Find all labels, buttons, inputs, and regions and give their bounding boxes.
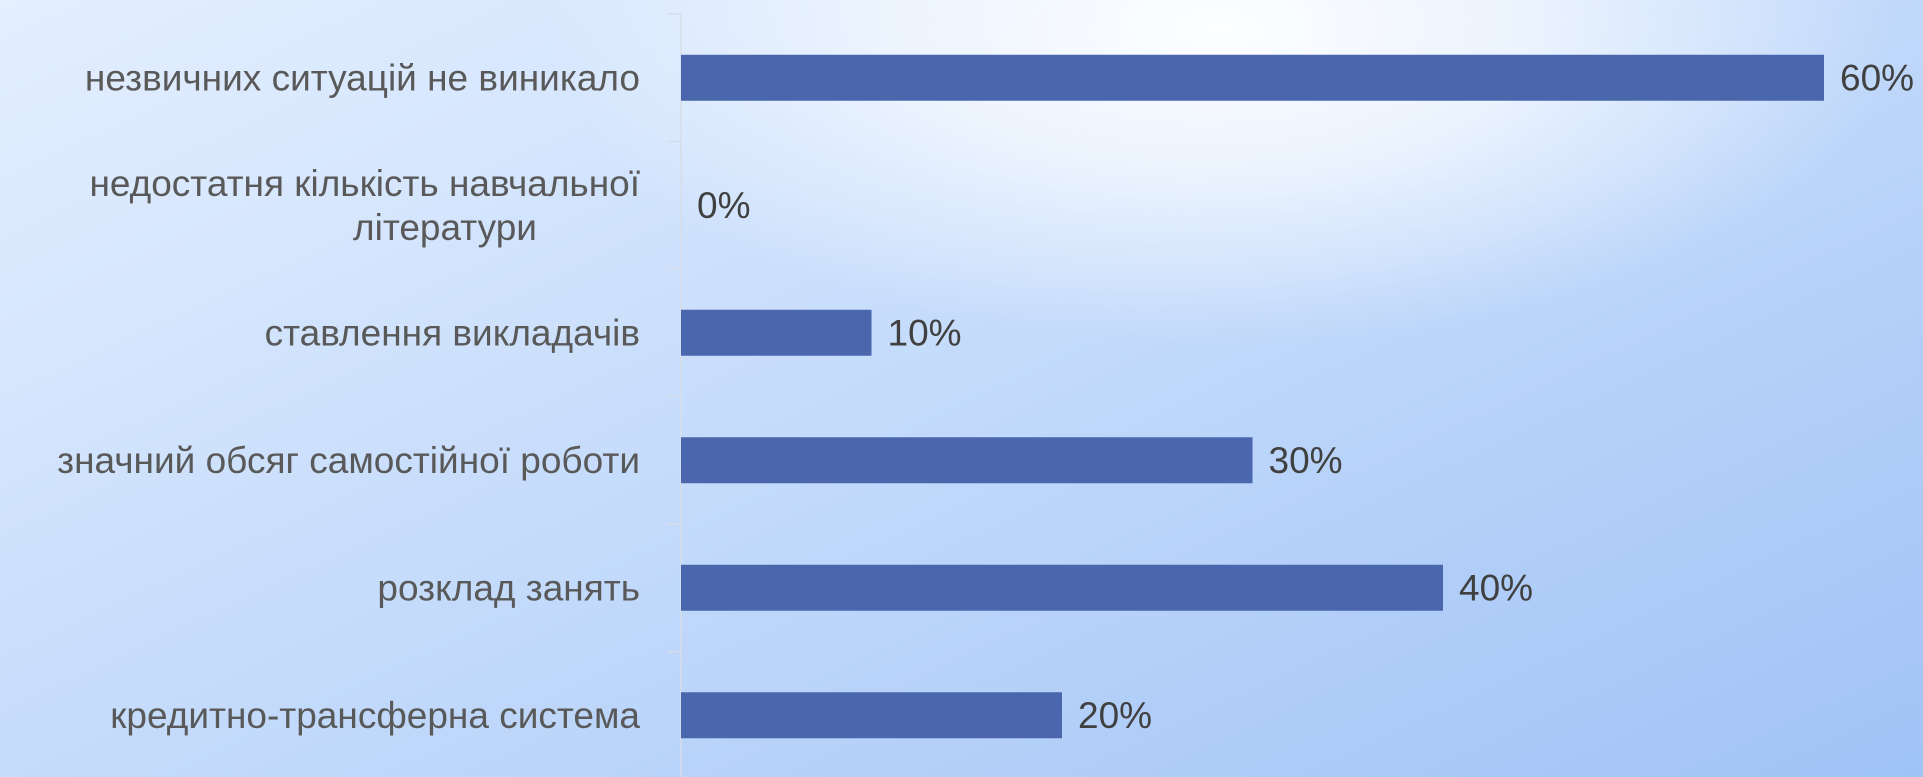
category-label: недостатня кількість навчальної літератур…: [89, 163, 640, 248]
category-label: розклад занять: [377, 567, 640, 608]
data-label: 40%: [1459, 567, 1533, 608]
bar: [681, 54, 1824, 101]
category-label: ставлення викладачів: [265, 312, 640, 353]
bar: [681, 437, 1253, 484]
category-label-line: літератури: [353, 207, 537, 248]
data-label: 30%: [1269, 440, 1343, 481]
data-label: 20%: [1078, 695, 1152, 736]
category-label-line: значний обсяг самостійної роботи: [57, 440, 640, 481]
data-label: 60%: [1840, 57, 1914, 98]
category-label-line: ставлення викладачів: [265, 312, 640, 353]
bar: [681, 564, 1443, 611]
category-label: кредитно-трансферна система: [110, 695, 640, 736]
data-label: 0%: [697, 185, 750, 226]
category-label: незвичних ситуацій не виникало: [85, 57, 640, 98]
bar: [681, 692, 1062, 739]
category-label-line: недостатня кількість навчальної: [89, 163, 640, 204]
bar: [681, 309, 872, 356]
category-label-line: кредитно-трансферна система: [110, 695, 640, 736]
data-label: 10%: [888, 312, 962, 353]
category-label: значний обсяг самостійної роботи: [57, 440, 640, 481]
category-label-line: розклад занять: [377, 567, 640, 608]
category-label-line: незвичних ситуацій не виникало: [85, 57, 640, 98]
